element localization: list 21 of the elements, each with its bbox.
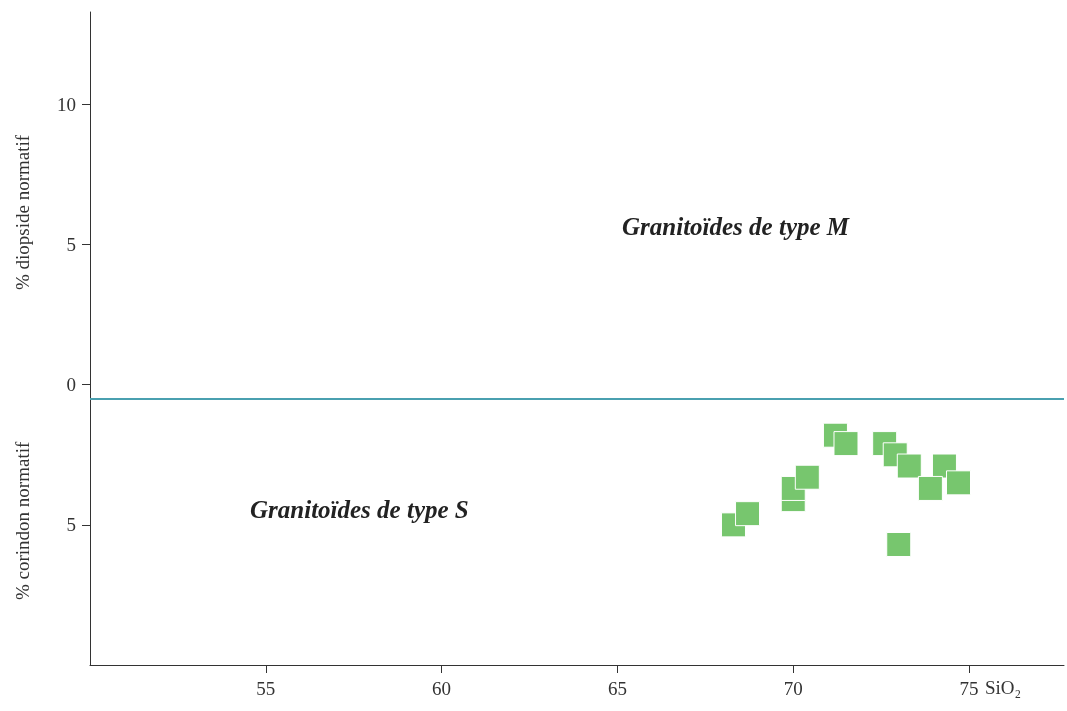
point <box>735 501 761 527</box>
point <box>917 475 943 501</box>
x-tick-label: 70 <box>783 678 803 699</box>
point <box>886 531 912 557</box>
y-tick-label: 10 <box>57 93 76 115</box>
point <box>794 464 820 490</box>
y-tick-label: 5 <box>66 234 76 256</box>
annotation: Granitoïdes de type M <box>622 213 850 240</box>
point <box>833 431 859 457</box>
annotation: Granitoïdes de type S <box>250 496 469 523</box>
x-tick-label: 55 <box>256 678 276 699</box>
x-tick-label: 65 <box>607 678 627 699</box>
y-tick-label: 5 <box>66 514 76 536</box>
point <box>896 453 922 479</box>
x-tick-label: 75 <box>959 678 979 699</box>
x-axis-title: SiO₂ <box>985 677 1022 698</box>
text: % corindon normatif <box>11 441 33 600</box>
y-tick-label: 0 <box>66 374 76 396</box>
x-tick-label: 60 <box>432 678 452 699</box>
y-axis-title: % diopside normatif <box>11 134 33 290</box>
point <box>946 470 972 496</box>
